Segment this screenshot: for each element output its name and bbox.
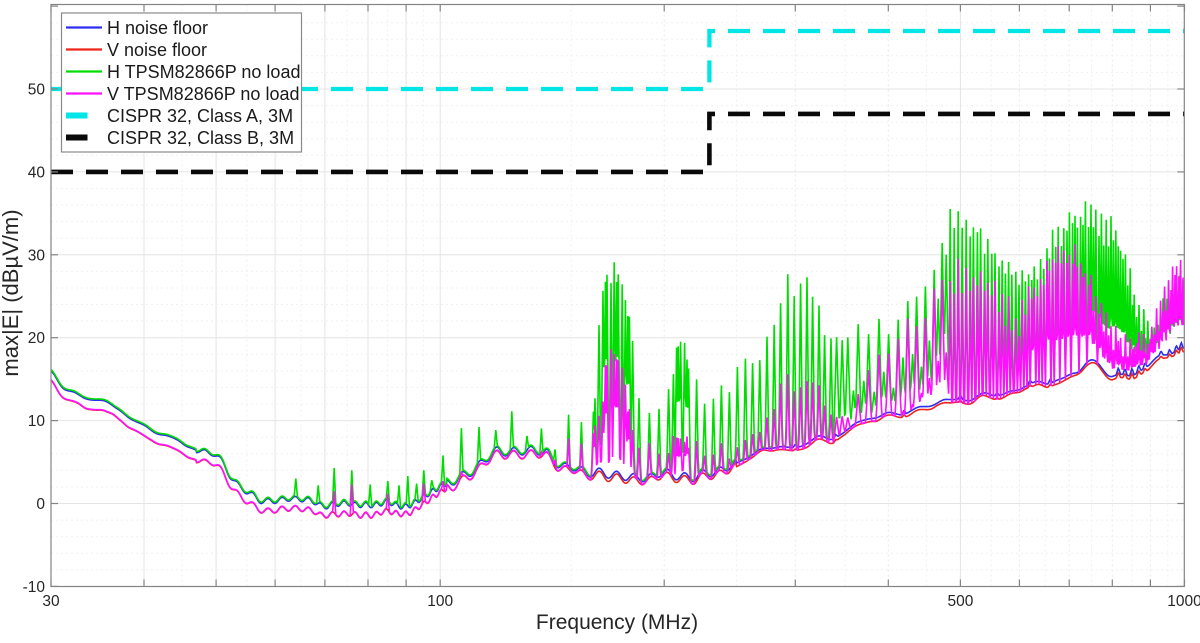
svg-text:H TPSM82866P no load: H TPSM82866P no load [107,62,300,82]
svg-text:30: 30 [28,247,46,264]
svg-text:50: 50 [28,82,46,99]
svg-text:30: 30 [42,593,60,610]
svg-text:V TPSM82866P no load: V TPSM82866P no load [107,84,299,104]
svg-text:-10: -10 [23,579,46,596]
svg-text:CISPR 32, Class B, 3M: CISPR 32, Class B, 3M [107,128,294,148]
svg-text:0: 0 [36,496,45,513]
svg-text:max|E| (dBµV/m): max|E| (dBµV/m) [0,209,23,376]
svg-text:CISPR 32, Class A, 3M: CISPR 32, Class A, 3M [107,106,293,126]
svg-text:V noise floor: V noise floor [107,40,207,60]
svg-text:10: 10 [28,413,46,430]
svg-text:Frequency (MHz): Frequency (MHz) [536,611,698,634]
svg-text:20: 20 [28,330,46,347]
svg-text:H noise floor: H noise floor [107,18,208,38]
svg-text:100: 100 [427,593,453,610]
svg-text:40: 40 [28,164,46,181]
svg-text:1000: 1000 [1167,593,1200,610]
svg-text:500: 500 [947,593,973,610]
